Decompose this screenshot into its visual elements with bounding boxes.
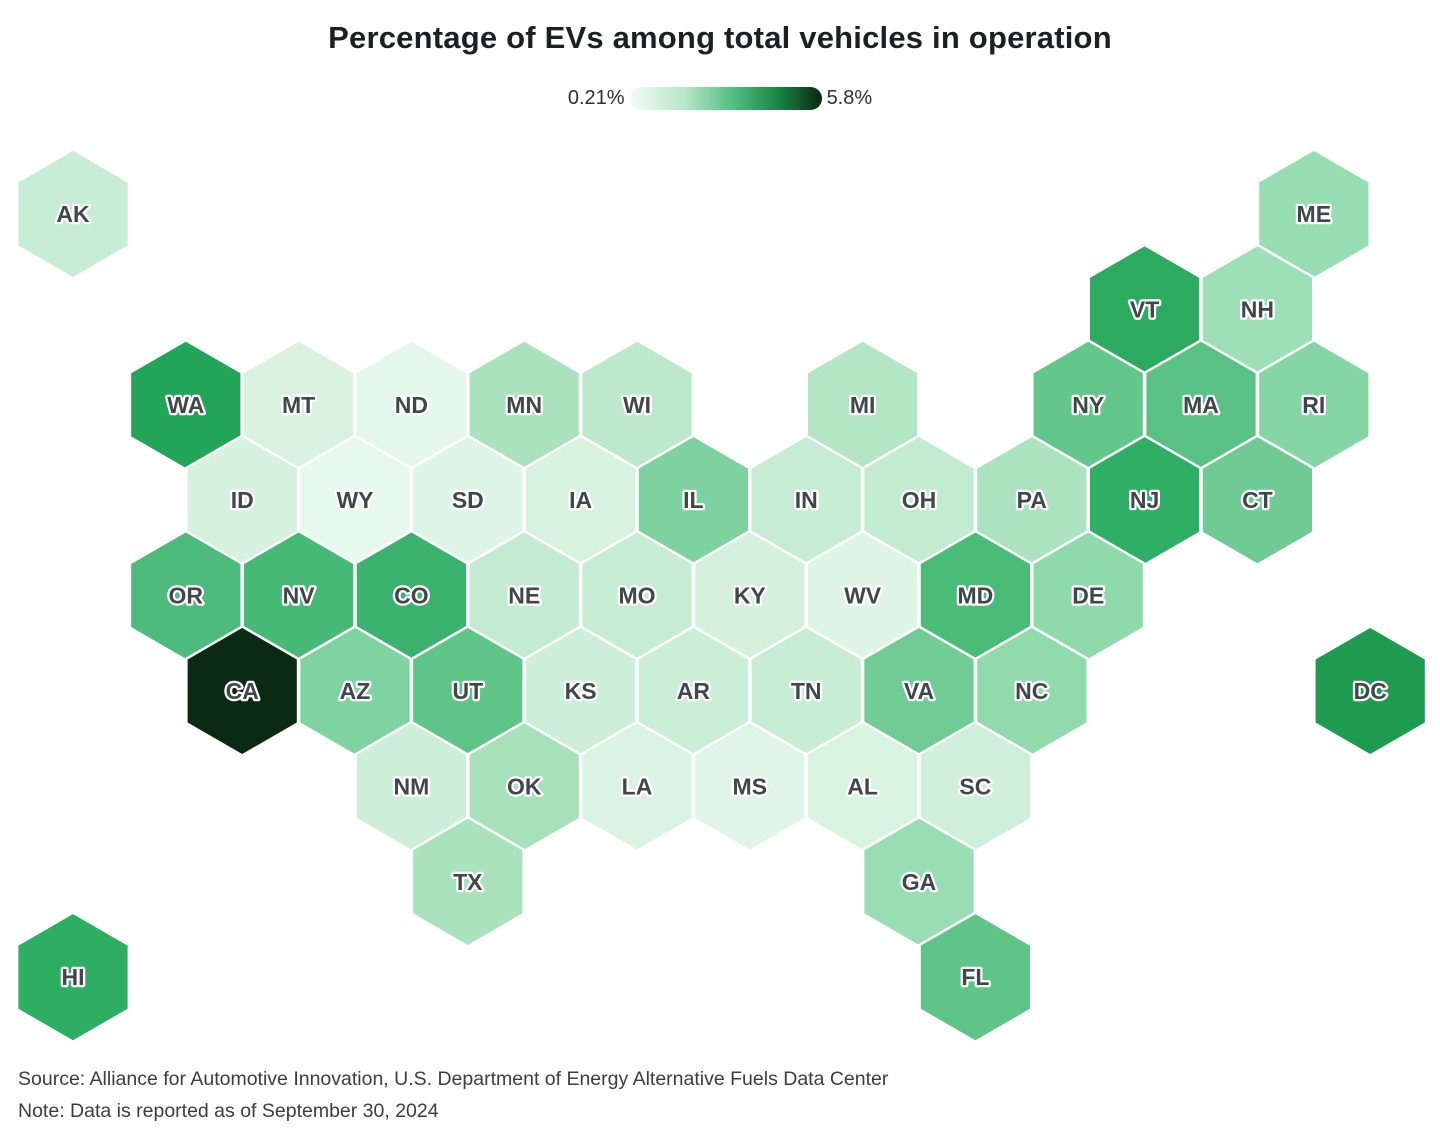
hex-label-IA: IA [569, 487, 592, 513]
hex-label-WA: WA [167, 392, 204, 418]
hex-label-AK: AK [56, 201, 90, 227]
hex-label-AL: AL [847, 773, 878, 799]
hex-label-WV: WV [844, 583, 882, 609]
hex-label-SC: SC [959, 773, 991, 799]
hex-label-KY: KY [734, 583, 766, 609]
hex-label-MD: MD [958, 583, 994, 609]
hex-label-AZ: AZ [340, 678, 371, 704]
hex-label-MN: MN [506, 392, 542, 418]
hex-tile-HI [15, 911, 131, 1043]
hex-label-VT: VT [1130, 296, 1159, 322]
hex-label-DC: DC [1354, 678, 1387, 704]
hex-label-KS: KS [565, 678, 597, 704]
chart-title: Percentage of EVs among total vehicles i… [328, 20, 1112, 55]
legend-max-label: 5.8% [826, 87, 873, 109]
hex-label-LA: LA [622, 773, 653, 799]
hex-label-PA: PA [1017, 487, 1047, 513]
hex-label-NE: NE [508, 583, 540, 609]
hex-tile-FL [918, 911, 1033, 1043]
hex-label-NY: NY [1072, 392, 1104, 418]
hex-label-OR: OR [169, 583, 204, 609]
hex-label-TN: TN [791, 678, 822, 704]
hex-label-FL: FL [961, 964, 989, 990]
hex-label-TX: TX [453, 869, 483, 895]
hex-label-NM: NM [394, 773, 430, 799]
hex-label-VA: VA [904, 678, 934, 704]
hex-label-SD: SD [452, 487, 484, 513]
legend-min-label: 0.21% [567, 87, 625, 109]
hex-label-OH: OH [902, 487, 937, 513]
hex-label-MI: MI [850, 392, 876, 418]
hex-tile-AK [15, 148, 131, 280]
hex-label-IL: IL [683, 487, 703, 513]
hex-label-UT: UT [452, 678, 483, 704]
hex-label-GA: GA [902, 869, 937, 895]
hex-label-WY: WY [336, 487, 373, 513]
hex-tile-TX [410, 816, 525, 948]
source-text: Source: Alliance for Automotive Innovati… [18, 1068, 889, 1090]
hex-label-CT: CT [1242, 487, 1273, 513]
hex-label-NJ: NJ [1130, 487, 1159, 513]
hex-label-ID: ID [231, 487, 254, 513]
hex-label-MT: MT [282, 392, 315, 418]
hex-label-IN: IN [795, 487, 818, 513]
color-legend: 0.21% 5.8% [0, 87, 1440, 110]
hex-label-ND: ND [395, 392, 428, 418]
hex-label-HI: HI [62, 964, 85, 990]
hex-tile-DC [1313, 625, 1428, 757]
note-text: Note: Data is reported as of September 3… [18, 1100, 439, 1122]
hex-label-MO: MO [618, 583, 655, 609]
hex-label-MA: MA [1183, 392, 1219, 418]
hex-label-NH: NH [1241, 296, 1274, 322]
hex-label-MS: MS [733, 773, 768, 799]
hex-label-NC: NC [1015, 678, 1048, 704]
hex-label-AR: AR [677, 678, 711, 704]
legend-gradient-bar [629, 87, 822, 110]
hex-label-OK: OK [507, 773, 542, 799]
hex-tile-CT [1200, 434, 1315, 566]
hex-label-ME: ME [1297, 201, 1332, 227]
hex-label-RI: RI [1302, 392, 1325, 418]
hex-label-WI: WI [623, 392, 651, 418]
hex-label-DE: DE [1072, 583, 1104, 609]
hex-label-CO: CO [394, 583, 429, 609]
footer: Source: Alliance for Automotive Innovati… [18, 1063, 888, 1127]
hex-label-NV: NV [283, 583, 316, 609]
hex-label-CA: CA [226, 678, 259, 704]
